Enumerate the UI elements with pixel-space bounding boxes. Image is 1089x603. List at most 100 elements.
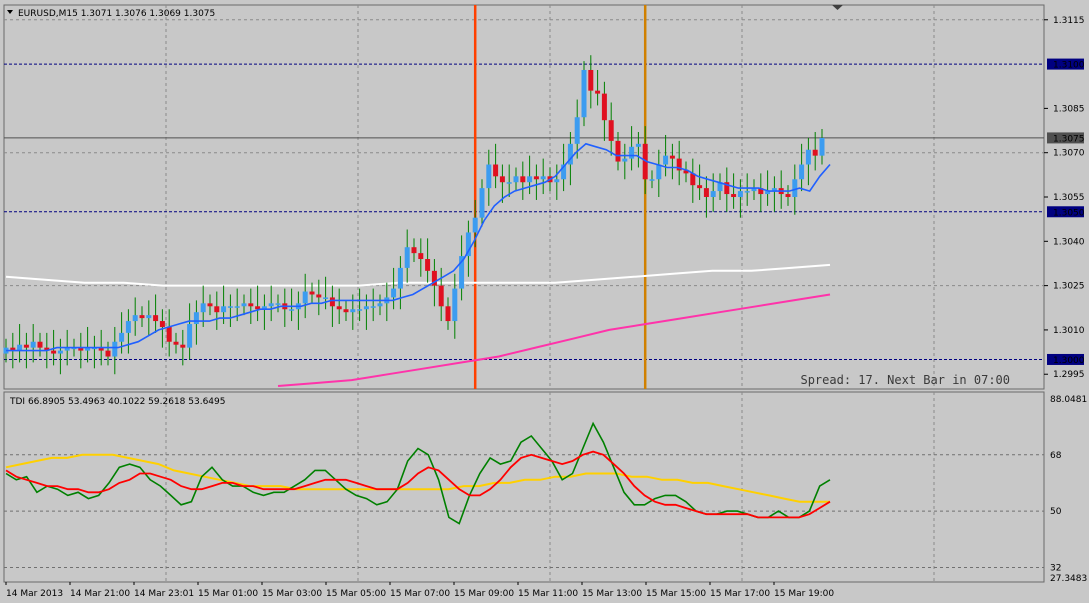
candle — [622, 158, 628, 162]
candle — [724, 182, 730, 195]
candle — [268, 303, 274, 307]
indicator-header: TDI 66.8905 53.4963 40.1022 59.2618 53.6… — [9, 397, 225, 407]
price-tick-label: 1.3070 — [1053, 149, 1085, 159]
tdi-yellow-line — [5, 453, 830, 503]
candle — [10, 347, 16, 351]
candle — [418, 253, 424, 260]
price-tick-label: 1.3025 — [1053, 282, 1085, 292]
tdi-green-line — [5, 421, 831, 525]
candle — [329, 297, 335, 307]
candle — [717, 182, 723, 192]
candle — [289, 309, 295, 311]
candle — [479, 188, 485, 218]
candle — [200, 303, 206, 313]
candle — [459, 256, 465, 289]
candle — [635, 143, 641, 147]
candle — [527, 176, 533, 183]
candle — [561, 164, 567, 180]
candle — [452, 288, 458, 322]
candle — [180, 344, 186, 348]
time-axis-label: 15 Mar 01:00 — [198, 589, 258, 599]
candle — [227, 306, 233, 308]
candle — [78, 347, 84, 351]
time-axis-label: 14 Mar 21:00 — [70, 589, 130, 599]
indicator-panel[interactable] — [3, 391, 1045, 583]
candle — [51, 350, 57, 354]
candle — [703, 188, 709, 197]
scroll-shift-icon[interactable] — [832, 5, 843, 10]
candle — [445, 306, 451, 322]
candle — [595, 90, 601, 94]
candle — [309, 291, 315, 295]
candle — [574, 117, 580, 144]
candle — [119, 332, 125, 342]
level-price-label — [1047, 58, 1084, 70]
candle — [234, 306, 240, 308]
candle — [697, 185, 703, 189]
candle — [302, 291, 308, 304]
candle — [540, 176, 546, 180]
candle — [261, 306, 267, 310]
candle — [23, 344, 29, 348]
candle — [710, 191, 716, 197]
candle — [486, 164, 492, 189]
candle — [438, 285, 444, 307]
price-tick-label: 1.2995 — [1053, 370, 1085, 380]
candle — [377, 303, 383, 307]
candle — [105, 350, 111, 357]
candle — [411, 247, 417, 254]
ma-pink-line — [277, 293, 831, 387]
candle — [513, 176, 519, 183]
price-tick-label: 1.3040 — [1053, 237, 1085, 247]
symbol-header: EURUSD,M15 1.3071 1.3076 1.3069 1.3075 — [18, 9, 215, 19]
price-tick-label: 1.3055 — [1053, 193, 1085, 203]
time-axis-label: 15 Mar 13:00 — [582, 589, 642, 599]
candle — [64, 347, 70, 351]
candle — [765, 191, 771, 195]
candle — [255, 306, 261, 310]
candle — [792, 179, 798, 197]
time-axis-label: 15 Mar 03:00 — [262, 589, 322, 599]
candle — [30, 341, 36, 348]
candle — [125, 321, 131, 333]
spread-info: Spread: 17. Next Bar in 07:00 — [800, 373, 1010, 387]
candle — [112, 341, 118, 357]
main-chart-panel[interactable] — [3, 4, 1045, 390]
candle — [44, 347, 50, 351]
candle — [629, 146, 635, 159]
current-price-label — [1047, 132, 1084, 144]
candle — [676, 158, 682, 171]
candle — [608, 120, 614, 141]
candle — [146, 315, 152, 319]
candle — [214, 306, 220, 313]
time-axis-label: 15 Mar 09:00 — [454, 589, 514, 599]
time-axis-label: 15 Mar 11:00 — [518, 589, 578, 599]
level-price-label-text: 1.3000 — [1053, 356, 1085, 366]
indicator-tick-label: 88.0481 — [1050, 395, 1087, 405]
time-axis-label: 15 Mar 07:00 — [390, 589, 450, 599]
candle — [805, 149, 811, 165]
candle — [363, 306, 369, 310]
level-price-label-text: 1.3100 — [1053, 61, 1085, 71]
dropdown-arrow-icon[interactable] — [7, 10, 13, 14]
time-axis-label: 15 Mar 05:00 — [326, 589, 386, 599]
candle — [336, 306, 342, 310]
ma-white-line — [5, 263, 831, 287]
candle — [323, 297, 329, 299]
candle — [669, 155, 675, 159]
level-price-label — [1047, 206, 1084, 218]
candle — [663, 155, 669, 165]
candle — [690, 173, 696, 186]
candle — [567, 143, 573, 165]
candle — [370, 306, 376, 308]
candle — [649, 179, 655, 181]
candle — [37, 341, 43, 348]
candle — [425, 259, 431, 271]
candle — [166, 326, 172, 342]
time-axis-label: 14 Mar 23:01 — [134, 589, 194, 599]
level-price-label — [1047, 353, 1084, 365]
indicator-tick-label: 50 — [1050, 507, 1062, 517]
price-tick-label: 1.3085 — [1053, 104, 1085, 114]
